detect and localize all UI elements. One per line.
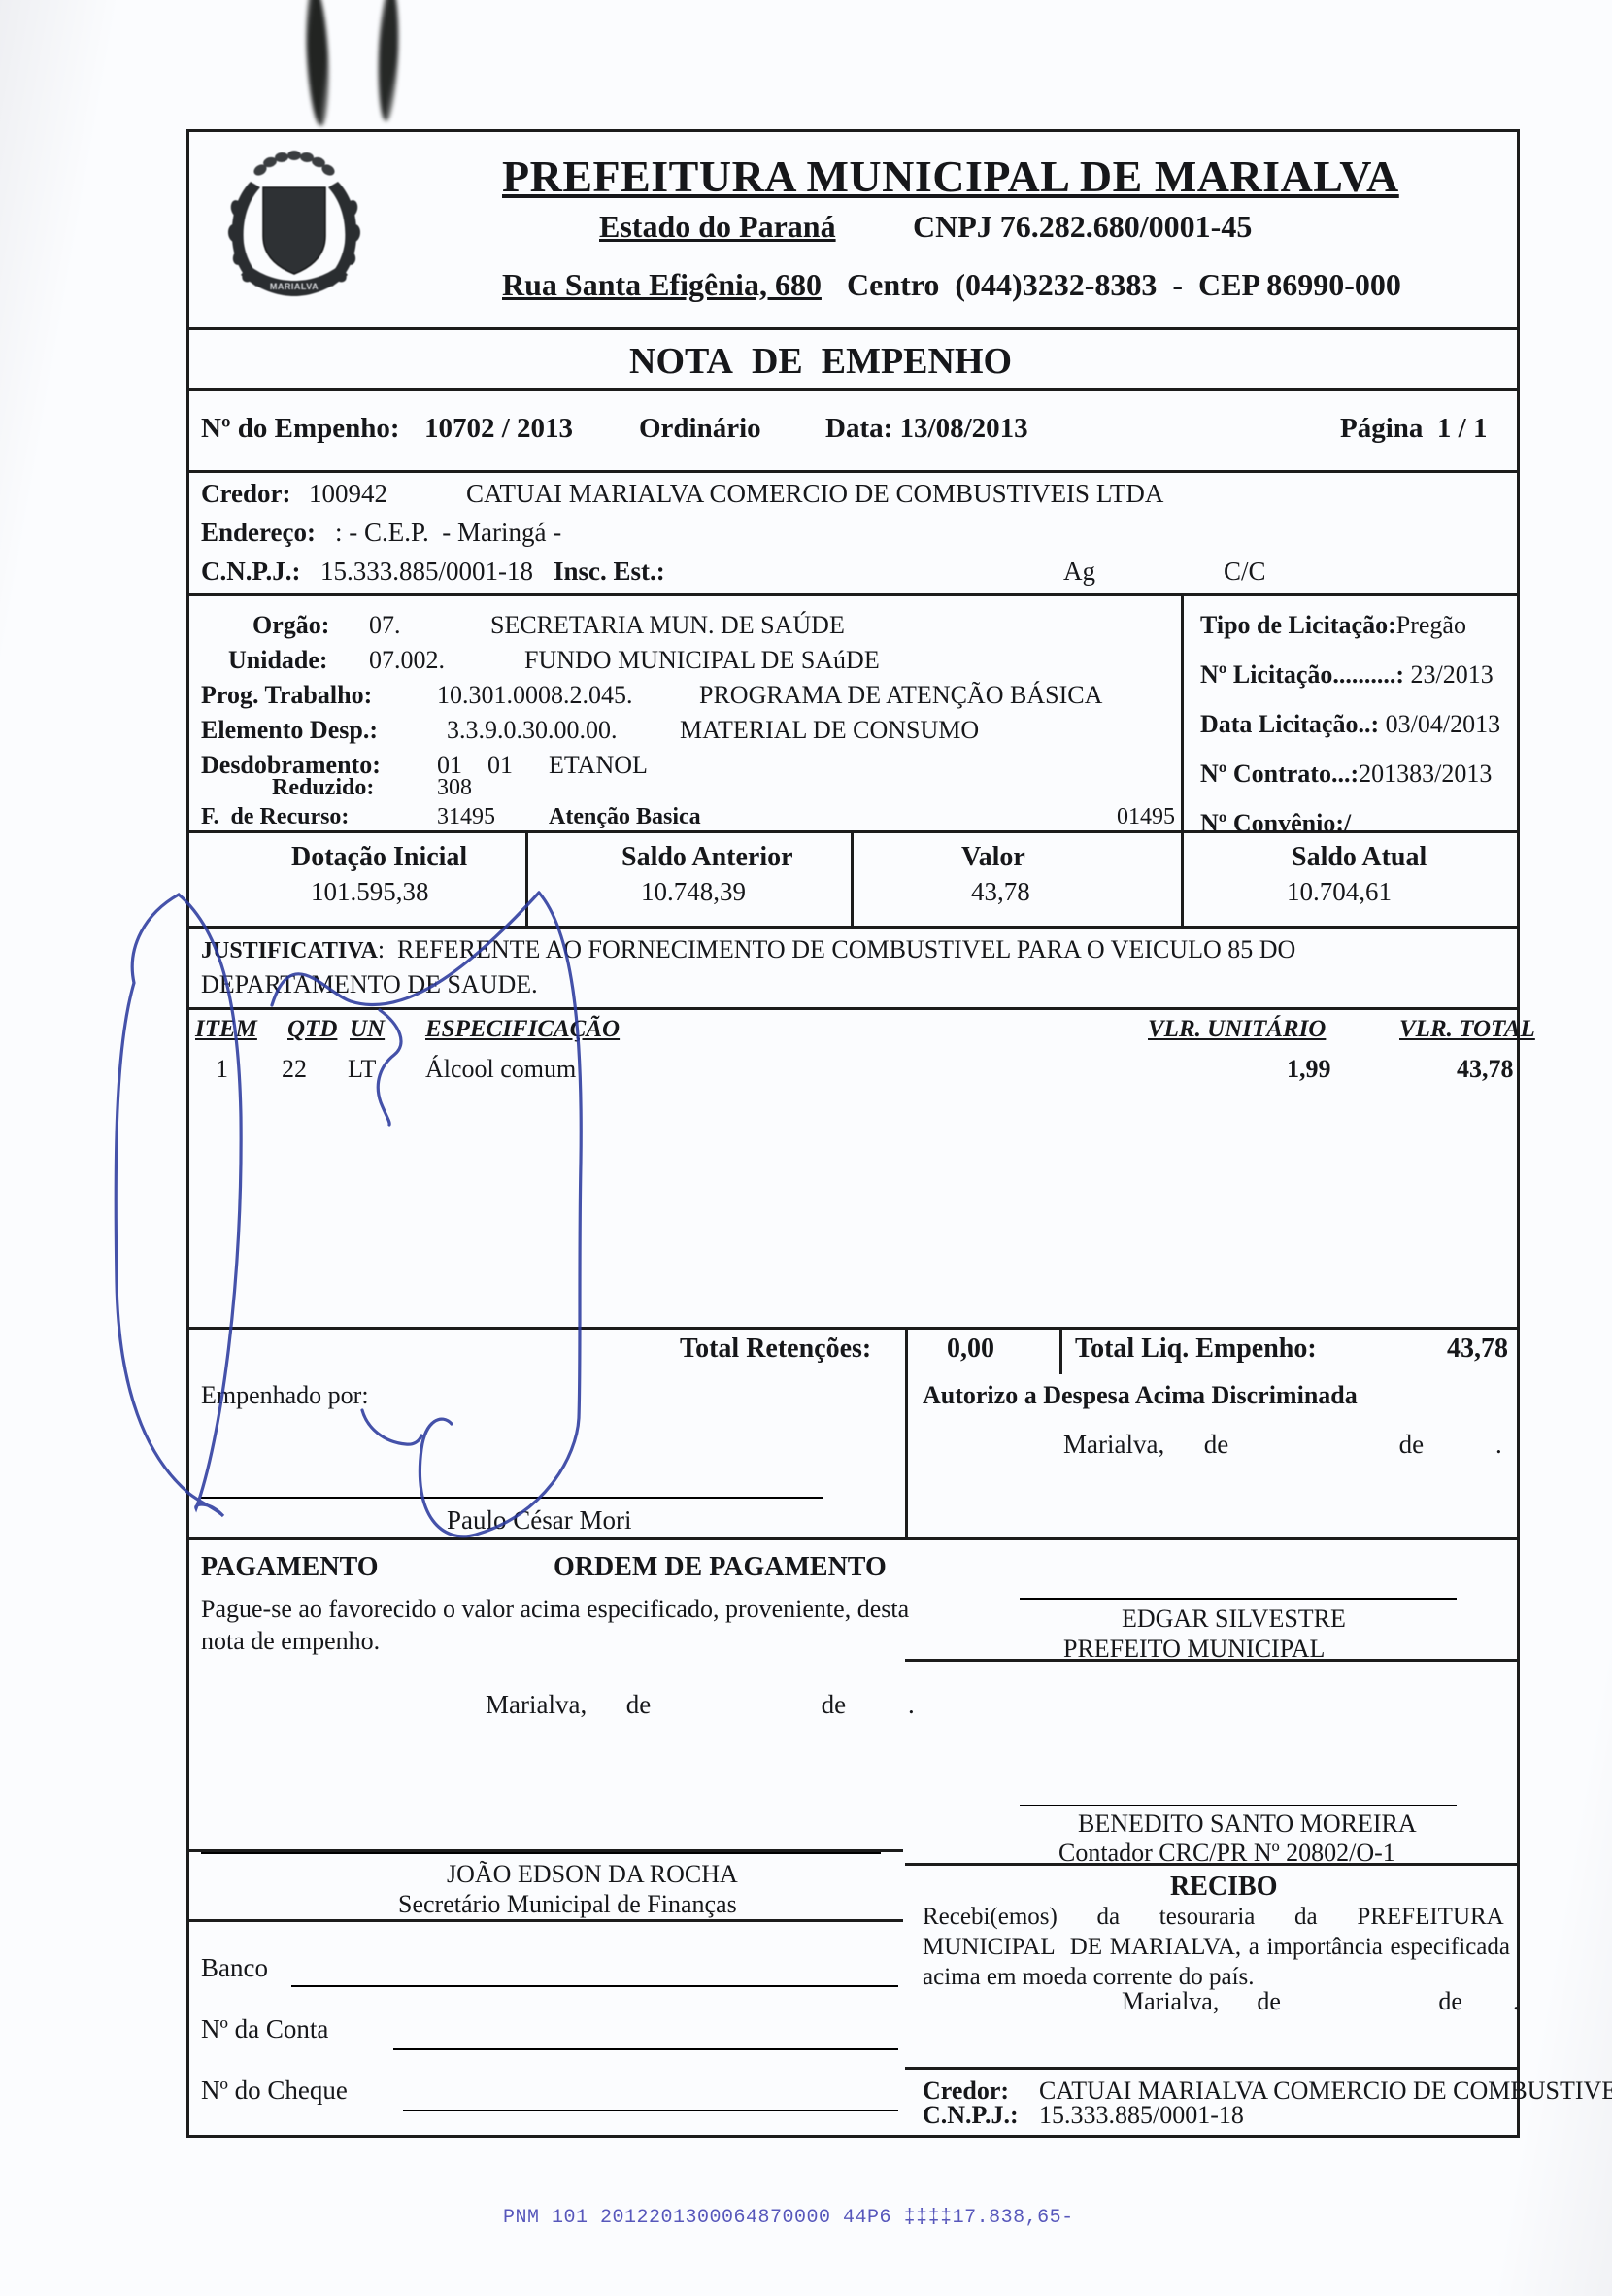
svg-text:MARIALVA: MARIALVA bbox=[270, 282, 319, 291]
